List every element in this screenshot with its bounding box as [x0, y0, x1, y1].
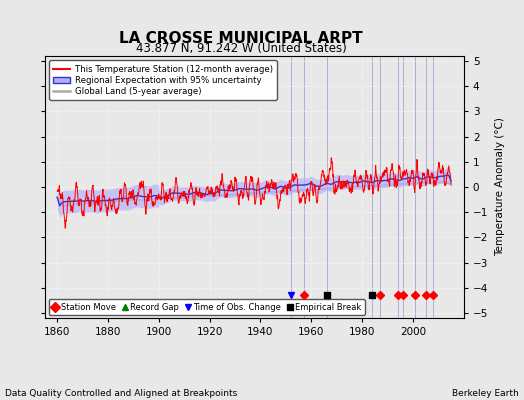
Text: LA CROSSE MUNICIPAL ARPT: LA CROSSE MUNICIPAL ARPT [119, 31, 363, 46]
Text: Berkeley Earth: Berkeley Earth [452, 389, 519, 398]
Y-axis label: Temperature Anomaly (°C): Temperature Anomaly (°C) [495, 118, 505, 256]
Text: Data Quality Controlled and Aligned at Breakpoints: Data Quality Controlled and Aligned at B… [5, 389, 237, 398]
Text: 43.877 N, 91.242 W (United States): 43.877 N, 91.242 W (United States) [136, 42, 346, 55]
Legend: Station Move, Record Gap, Time of Obs. Change, Empirical Break: Station Move, Record Gap, Time of Obs. C… [49, 300, 365, 315]
